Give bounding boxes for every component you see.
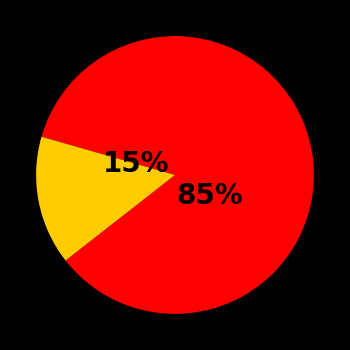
Text: 15%: 15% bbox=[103, 150, 169, 178]
Wedge shape bbox=[36, 137, 175, 260]
Text: 85%: 85% bbox=[176, 182, 243, 210]
Wedge shape bbox=[42, 36, 314, 314]
